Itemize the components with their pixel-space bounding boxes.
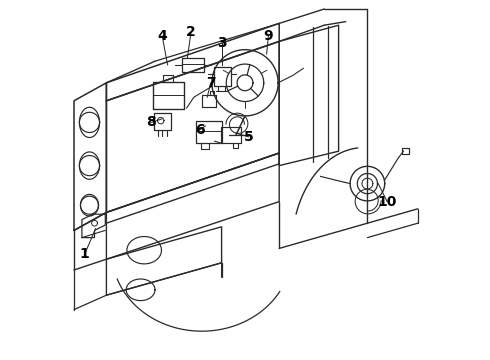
Text: 3: 3 <box>217 36 226 50</box>
Text: 5: 5 <box>244 130 253 144</box>
Text: 10: 10 <box>377 195 397 208</box>
Text: 6: 6 <box>195 123 205 136</box>
Text: 1: 1 <box>80 247 90 261</box>
Text: 7: 7 <box>206 76 216 90</box>
Text: 8: 8 <box>147 116 156 129</box>
Text: 9: 9 <box>264 29 273 43</box>
Text: 4: 4 <box>157 29 167 43</box>
Text: 2: 2 <box>186 26 196 39</box>
